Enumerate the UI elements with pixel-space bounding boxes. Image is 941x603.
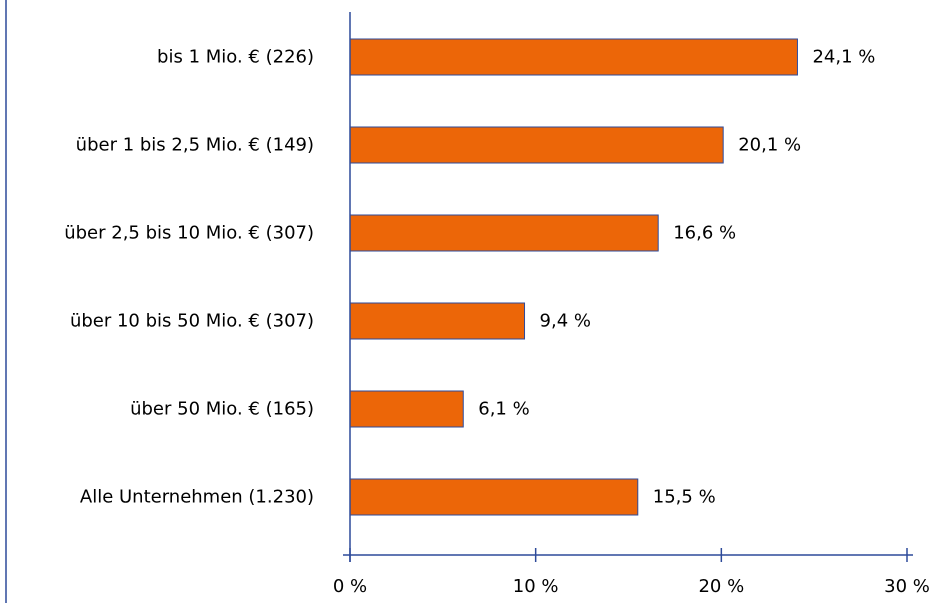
category-label: über 2,5 bis 10 Mio. € (307): [64, 223, 314, 244]
category-label: über 10 bis 50 Mio. € (307): [70, 311, 314, 332]
bar: [349, 126, 724, 164]
bar: [349, 478, 639, 516]
category-label: Alle Unternehmen (1.230): [80, 487, 314, 508]
bar: [349, 302, 526, 340]
value-label: 15,5 %: [653, 487, 716, 508]
value-label: 9,4 %: [540, 311, 591, 332]
value-label: 24,1 %: [812, 47, 875, 68]
x-ticks-group: 0 % 10 % 20 % 30 %: [333, 548, 930, 597]
value-label: 6,1 %: [478, 399, 529, 420]
x-tick-label: 30 %: [884, 576, 930, 597]
bar: [349, 38, 798, 76]
value-label: 20,1 %: [738, 135, 801, 156]
category-labels-group: bis 1 Mio. € (226) über 1 bis 2,5 Mio. € …: [64, 47, 314, 508]
x-tick-label: 10 %: [513, 576, 559, 597]
x-tick-label: 20 %: [698, 576, 744, 597]
category-label: bis 1 Mio. € (226): [157, 47, 314, 68]
bar: [349, 214, 659, 252]
bars-group: [349, 38, 798, 516]
category-label: über 1 bis 2,5 Mio. € (149): [76, 135, 314, 156]
bar: [349, 390, 464, 428]
category-label: über 50 Mio. € (165): [130, 399, 314, 420]
value-labels-group: 24,1 % 20,1 % 16,6 % 9,4 % 6,1 % 15,5 %: [478, 47, 875, 508]
value-label: 16,6 %: [673, 223, 736, 244]
x-tick-label: 0 %: [333, 576, 367, 597]
